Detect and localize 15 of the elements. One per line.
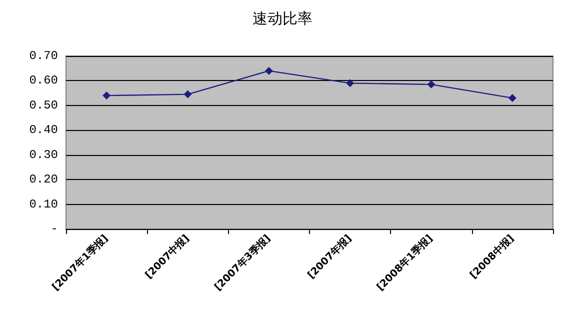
y-tick-label: 0.10 [29, 197, 58, 212]
point [102, 92, 111, 100]
chart-title: 速动比率 [252, 10, 312, 28]
point [346, 79, 354, 88]
y-tick-label: 0.60 [29, 74, 58, 88]
y-tick-label: 0.70 [29, 49, 58, 63]
point [508, 94, 516, 102]
y-tick-label: - [50, 222, 58, 236]
y-tick-label: 0.40 [29, 123, 58, 138]
point [264, 66, 273, 75]
point [184, 90, 192, 98]
y-tick-label: 0.20 [29, 172, 58, 187]
y-tick-label: 0.50 [29, 98, 58, 112]
y-tick-label: 0.30 [29, 148, 58, 162]
point [427, 80, 436, 88]
